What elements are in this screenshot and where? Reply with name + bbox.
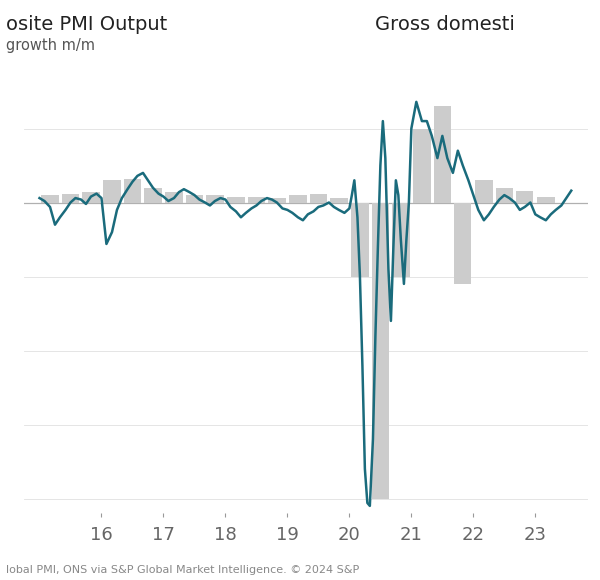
Bar: [82, 192, 100, 202]
Bar: [41, 195, 59, 202]
Bar: [330, 198, 347, 202]
Bar: [454, 202, 472, 284]
Bar: [496, 188, 513, 202]
Bar: [351, 202, 368, 277]
Text: osite PMI Output: osite PMI Output: [6, 14, 167, 34]
Text: Gross domesti: Gross domesti: [375, 14, 515, 34]
Bar: [248, 197, 265, 202]
Bar: [103, 180, 121, 202]
Bar: [289, 195, 307, 202]
Bar: [537, 197, 554, 202]
Bar: [516, 191, 533, 202]
Text: lobal PMI, ONS via S&P Global Market Intelligence. © 2024 S&P: lobal PMI, ONS via S&P Global Market Int…: [6, 566, 359, 575]
Bar: [186, 195, 203, 202]
Bar: [166, 192, 182, 202]
Bar: [227, 197, 245, 202]
Bar: [268, 198, 286, 202]
Bar: [124, 179, 141, 202]
Bar: [392, 202, 410, 277]
Bar: [62, 194, 79, 202]
Text: growth m/m: growth m/m: [6, 38, 95, 53]
Bar: [413, 129, 431, 202]
Bar: [310, 194, 327, 202]
Bar: [206, 195, 224, 202]
Bar: [475, 180, 493, 202]
Bar: [434, 106, 451, 202]
Bar: [371, 202, 389, 498]
Bar: [144, 188, 161, 202]
